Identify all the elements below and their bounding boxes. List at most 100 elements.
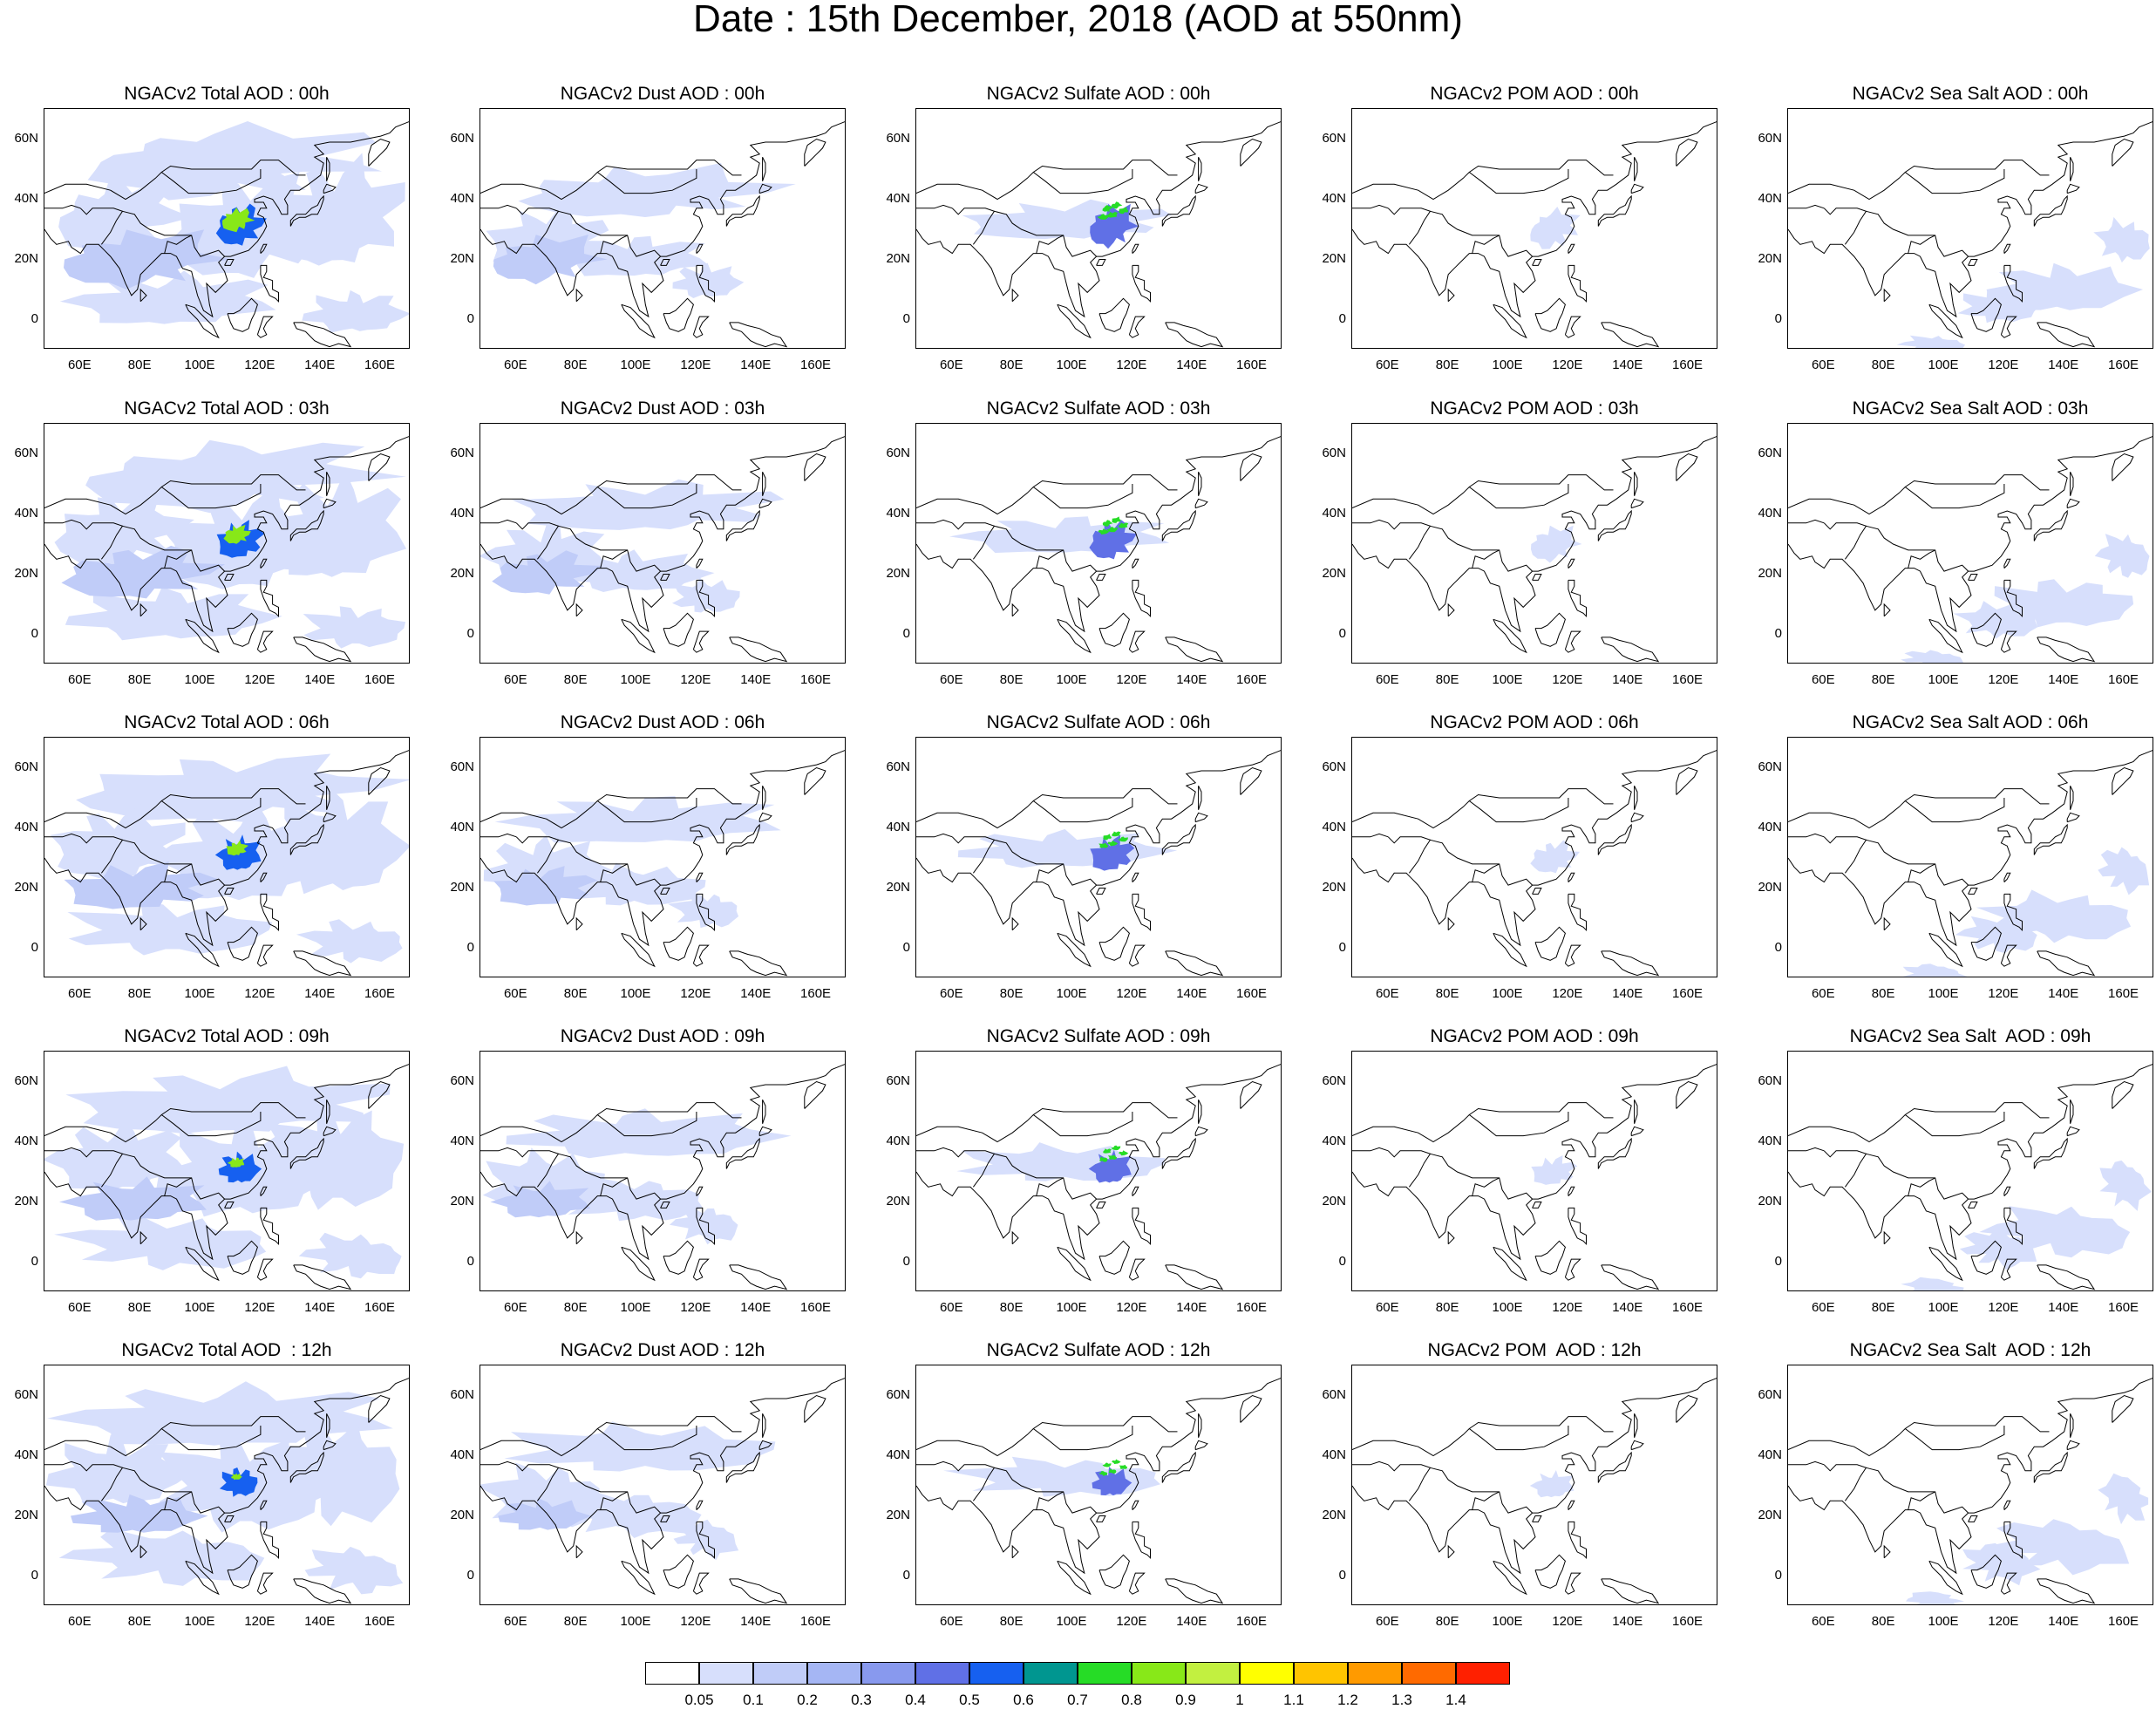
aod-map <box>44 436 409 663</box>
coastline <box>1883 916 1891 931</box>
coastline <box>951 1150 996 1188</box>
coastline <box>1788 788 2050 829</box>
coastline <box>480 474 742 515</box>
aod-seasalt-level-0-1 <box>1953 601 2038 639</box>
lon-tick-label: 160E <box>800 357 832 372</box>
coastline <box>1352 1378 1717 1575</box>
lon-tick-label: 100E <box>184 1614 215 1629</box>
panel-title: NGACv2 Total AOD : 06h <box>124 712 330 732</box>
coastline <box>1568 579 1587 618</box>
aod-map <box>1352 750 1717 977</box>
coastline <box>804 138 826 167</box>
coastline <box>1430 1153 1533 1200</box>
panel-title: NGACv2 Dust AOD : 00h <box>560 84 765 104</box>
coastline <box>663 612 694 647</box>
lat-tick-label: 60N <box>886 759 910 774</box>
coastline <box>260 1521 279 1560</box>
coastline <box>1057 932 1092 968</box>
coastline <box>122 525 225 572</box>
coastline <box>1904 484 2005 509</box>
coastline <box>164 549 192 569</box>
lat-tick-label: 60N <box>450 1386 474 1402</box>
coastline <box>227 612 258 647</box>
lon-tick-label: 160E <box>800 1614 832 1629</box>
aod-map <box>1788 1378 2153 1604</box>
lon-tick-label: 60E <box>503 1614 527 1629</box>
coastline <box>696 243 704 254</box>
coastline <box>575 603 583 617</box>
coastline <box>480 1460 517 1466</box>
lat-tick-label: 0 <box>31 310 38 326</box>
coastline <box>224 574 235 581</box>
lat-tick-label: 0 <box>466 1253 474 1269</box>
coastline <box>1928 1560 1963 1596</box>
coastline <box>1823 1150 1867 1188</box>
colorbar-tick-label: 0.9 <box>1175 1692 1196 1708</box>
lon-tick-label: 160E <box>1236 1300 1268 1315</box>
panel-title: NGACv2 POM AOD : 06h <box>1430 712 1639 732</box>
map-plot-area <box>44 423 410 664</box>
aod-total-level-0-1 <box>67 902 273 956</box>
lon-tick-label: 160E <box>364 1300 396 1315</box>
lon-tick-label: 100E <box>1056 672 1087 687</box>
coastline <box>1430 525 1533 572</box>
aod-dust-level-0-2 <box>498 1498 592 1530</box>
map-plot-area <box>1351 423 1717 664</box>
aod-sulfate-level-0-1 <box>956 1142 1166 1181</box>
lat-tick-label: 0 <box>902 939 910 955</box>
coastline <box>1447 1230 1455 1245</box>
coastline <box>2066 498 2080 509</box>
coastline <box>515 522 560 560</box>
coastline <box>1165 950 1224 977</box>
coastline <box>1904 1426 2005 1451</box>
coastline <box>2037 1578 2096 1604</box>
coastline <box>289 1137 324 1169</box>
lat-tick-label: 0 <box>1338 310 1346 326</box>
coastline <box>1564 1258 1581 1281</box>
lon-tick-label: 80E <box>1435 1300 1459 1315</box>
lat-tick-label: 0 <box>1338 625 1346 641</box>
lat-tick-label: 20N <box>886 1193 910 1209</box>
coastline <box>1788 121 2153 318</box>
lon-tick-label: 160E <box>364 672 396 687</box>
aod-dust-level-0-1 <box>547 1177 703 1222</box>
lon-tick-label: 140E <box>304 672 336 687</box>
coastline <box>260 893 279 932</box>
lon-tick-label: 80E <box>563 1614 588 1629</box>
coastline <box>1132 579 1151 618</box>
aod-map <box>1352 121 1717 348</box>
lat-tick-label: 0 <box>31 1253 38 1269</box>
coastline <box>1823 836 1867 874</box>
aod-sulfate-level-0-8 <box>1108 1468 1117 1474</box>
coastline <box>185 618 220 654</box>
lat-tick-label: 0 <box>466 310 474 326</box>
coastline <box>160 484 262 509</box>
coastline <box>1194 812 1208 823</box>
coastline <box>1468 798 1569 823</box>
aod-map <box>44 750 409 977</box>
coastline <box>1908 1491 1935 1510</box>
coastline <box>1568 1186 1575 1196</box>
aod-sulfate-level-0-5 <box>1088 1149 1132 1183</box>
coastline <box>1630 812 1644 823</box>
lat-tick-label: 0 <box>1774 939 1782 955</box>
lon-tick-label: 120E <box>244 1614 275 1629</box>
coastline <box>663 297 694 332</box>
colorbar-cell <box>915 1662 969 1685</box>
coastline <box>289 1451 324 1483</box>
lat-tick-label: 0 <box>466 939 474 955</box>
coastline <box>1534 612 1566 647</box>
coastline <box>2037 1264 2096 1290</box>
coastline <box>122 1467 225 1514</box>
aod-map <box>1352 1378 1717 1604</box>
coastline <box>160 1426 262 1451</box>
aod-sulfate-level-0-8 <box>1103 1148 1112 1154</box>
coastline <box>1132 243 1139 254</box>
aod-dust-level-0-1 <box>511 479 785 530</box>
lat-tick-label: 0 <box>902 1567 910 1583</box>
coastline <box>1968 1202 1978 1209</box>
coastline <box>660 1515 670 1522</box>
coastline <box>1597 1137 1632 1169</box>
coastline <box>480 788 742 829</box>
lon-tick-label: 140E <box>740 986 772 1001</box>
